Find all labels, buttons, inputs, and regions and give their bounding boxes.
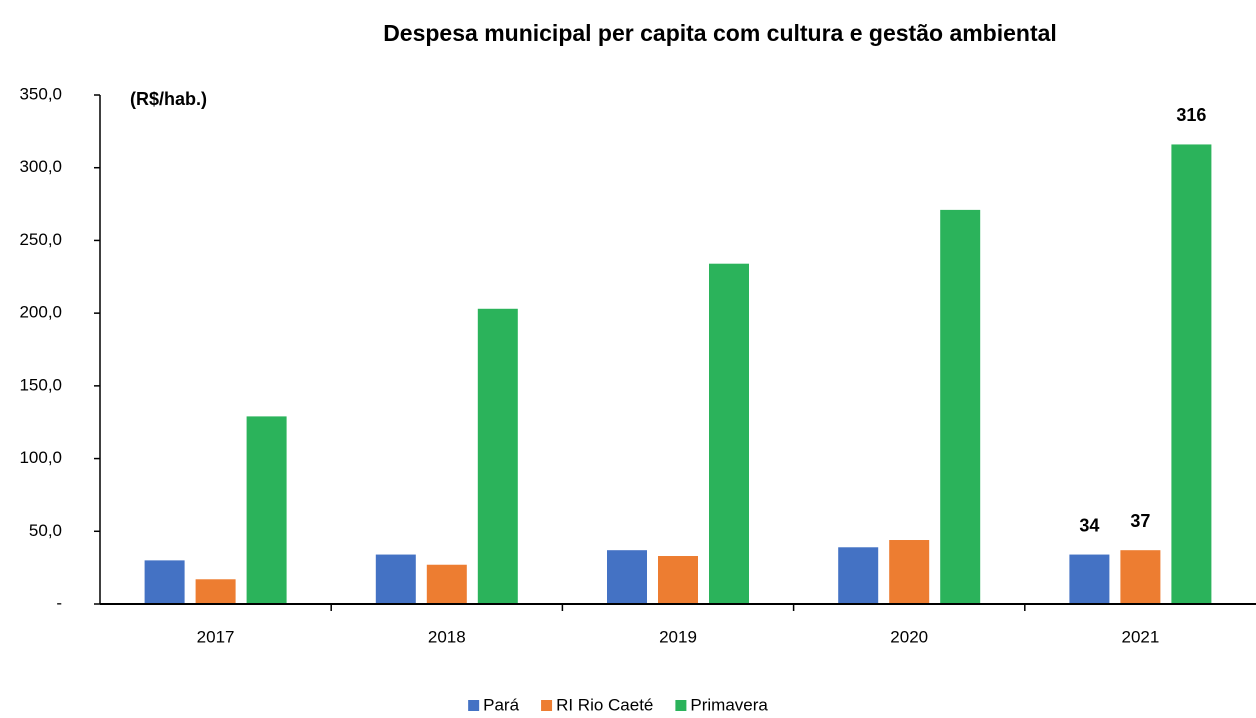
legend-label: RI Rio Caeté bbox=[556, 695, 653, 714]
bar bbox=[1171, 144, 1212, 604]
bar bbox=[607, 550, 647, 604]
legend-item: RI Rio Caeté bbox=[541, 695, 653, 714]
bar bbox=[144, 560, 185, 604]
y-tick-label: 50,0 bbox=[29, 521, 62, 540]
bar bbox=[889, 540, 930, 604]
bar bbox=[709, 263, 749, 604]
legend-label: Primavera bbox=[690, 695, 768, 714]
x-tick-label: 2020 bbox=[890, 627, 928, 646]
x-tick-label: 2021 bbox=[1121, 627, 1159, 646]
x-tick-label: 2017 bbox=[197, 627, 235, 646]
bar bbox=[838, 547, 879, 604]
chart-title: Despesa municipal per capita com cultura… bbox=[383, 20, 1057, 46]
x-tick-label: 2019 bbox=[659, 627, 697, 646]
bar bbox=[1069, 554, 1110, 604]
bar bbox=[1120, 550, 1161, 604]
legend-label: Pará bbox=[483, 695, 519, 714]
data-label: 316 bbox=[1176, 105, 1206, 125]
bar bbox=[426, 564, 467, 604]
legend-item: Primavera bbox=[675, 695, 768, 714]
y-tick-label: - bbox=[56, 593, 62, 612]
x-tick-label: 2018 bbox=[428, 627, 466, 646]
legend-swatch bbox=[468, 700, 480, 711]
unit-label: (R$/hab.) bbox=[130, 89, 207, 109]
y-tick-label: 350,0 bbox=[19, 84, 62, 103]
bar bbox=[375, 554, 416, 604]
legend-item: Pará bbox=[468, 695, 520, 714]
bar bbox=[246, 416, 287, 604]
legend-swatch bbox=[541, 700, 553, 711]
y-tick-label: 200,0 bbox=[19, 303, 62, 322]
y-tick-label: 100,0 bbox=[19, 448, 62, 467]
bar bbox=[940, 209, 981, 605]
legend-swatch bbox=[675, 700, 687, 711]
bar bbox=[658, 556, 698, 604]
data-label: 34 bbox=[1079, 515, 1099, 535]
bar bbox=[477, 308, 518, 604]
bar bbox=[195, 579, 236, 604]
y-tick-label: 150,0 bbox=[19, 375, 62, 394]
data-label: 37 bbox=[1130, 511, 1150, 531]
y-tick-label: 300,0 bbox=[19, 157, 62, 176]
y-tick-label: 250,0 bbox=[19, 230, 62, 249]
